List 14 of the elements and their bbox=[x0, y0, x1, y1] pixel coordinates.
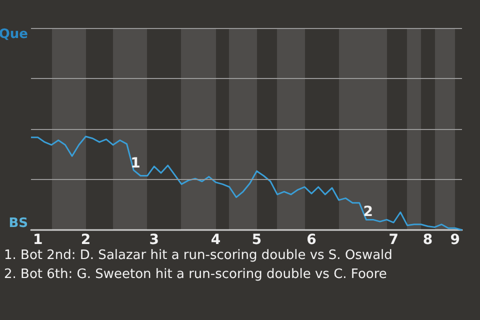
x-tick-label: 5 bbox=[252, 232, 262, 248]
text: 1. Bot 2nd: D. Salazar hit a run-scoring double vs S. Oswald bbox=[4, 248, 392, 263]
x-tick-label: 4 bbox=[210, 232, 221, 248]
x-tick-label: 2 bbox=[80, 232, 91, 248]
annotation: 1 bbox=[130, 156, 140, 172]
x-tick-label: 9 bbox=[450, 232, 460, 248]
x-tick-label: 7 bbox=[388, 232, 398, 248]
text: 2. Bot 6th: G. Sweeton hit a run-scoring double vs C. Foore bbox=[4, 267, 387, 282]
x-tick-label: 1 bbox=[32, 232, 43, 248]
x-tick-label: 3 bbox=[149, 232, 160, 248]
x-tick-label: 8 bbox=[422, 232, 433, 248]
text: BS bbox=[8, 216, 28, 231]
x-tick-label: 6 bbox=[306, 232, 316, 248]
annotation: 2 bbox=[363, 204, 373, 220]
